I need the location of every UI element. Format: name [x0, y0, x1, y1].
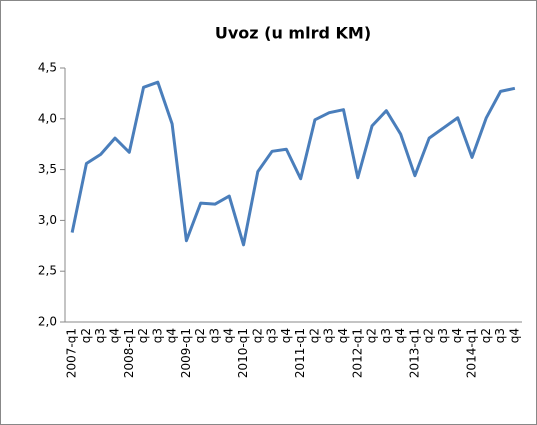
- x-tick-label: q2: [136, 328, 150, 343]
- x-tick-label: q2: [365, 328, 379, 343]
- x-tick-label: 2009-q1: [179, 328, 193, 378]
- x-tick-label: q4: [165, 328, 179, 343]
- y-tick-label: 2,0: [38, 315, 57, 329]
- x-tick-label: q3: [322, 328, 336, 343]
- y-tick-label: 4,0: [38, 111, 57, 125]
- x-tick-label: 2010-q1: [236, 328, 250, 378]
- x-tick-label: q4: [336, 328, 350, 343]
- y-tick-label: 3,0: [38, 213, 57, 227]
- x-tick-label: 2007-q1: [65, 328, 79, 378]
- x-tick-label: q3: [207, 328, 221, 343]
- x-tick-label: q4: [450, 328, 464, 343]
- x-tick-label: 2008-q1: [122, 328, 136, 378]
- x-tick-label: q3: [265, 328, 279, 343]
- x-tick-label: q3: [379, 328, 393, 343]
- x-tick-label: 2013-q1: [407, 328, 421, 378]
- x-tick-label: q2: [479, 328, 493, 343]
- x-tick-label: q4: [107, 328, 121, 343]
- y-tick-label: 3,5: [38, 162, 57, 176]
- x-tick-label: q2: [250, 328, 264, 343]
- x-tick-label: 2012-q1: [350, 328, 364, 378]
- line: [70, 80, 516, 247]
- x-tick-label: q3: [93, 328, 107, 343]
- x-tick-label: q4: [393, 328, 407, 343]
- x-tick-label: 2011-q1: [293, 328, 307, 378]
- x-tick-label: q2: [422, 328, 436, 343]
- x-tick-label: q2: [79, 328, 93, 343]
- x-tick-label: q3: [150, 328, 164, 343]
- x-tick-label: q2: [307, 328, 321, 343]
- y-tick-label: 4,5: [38, 61, 57, 75]
- x-tick-label: 2014-q1: [465, 328, 479, 378]
- x-tick-label: q4: [279, 328, 293, 343]
- chart-title: Uvoz (u mlrd KM): [215, 24, 371, 43]
- x-tick-label: q2: [193, 328, 207, 343]
- x-tick-label: q3: [436, 328, 450, 343]
- y-tick-label: 2,5: [38, 264, 57, 278]
- x-tick-label: q3: [493, 328, 507, 343]
- x-tick-label: q4: [507, 328, 521, 343]
- x-tick-label: q4: [222, 328, 236, 343]
